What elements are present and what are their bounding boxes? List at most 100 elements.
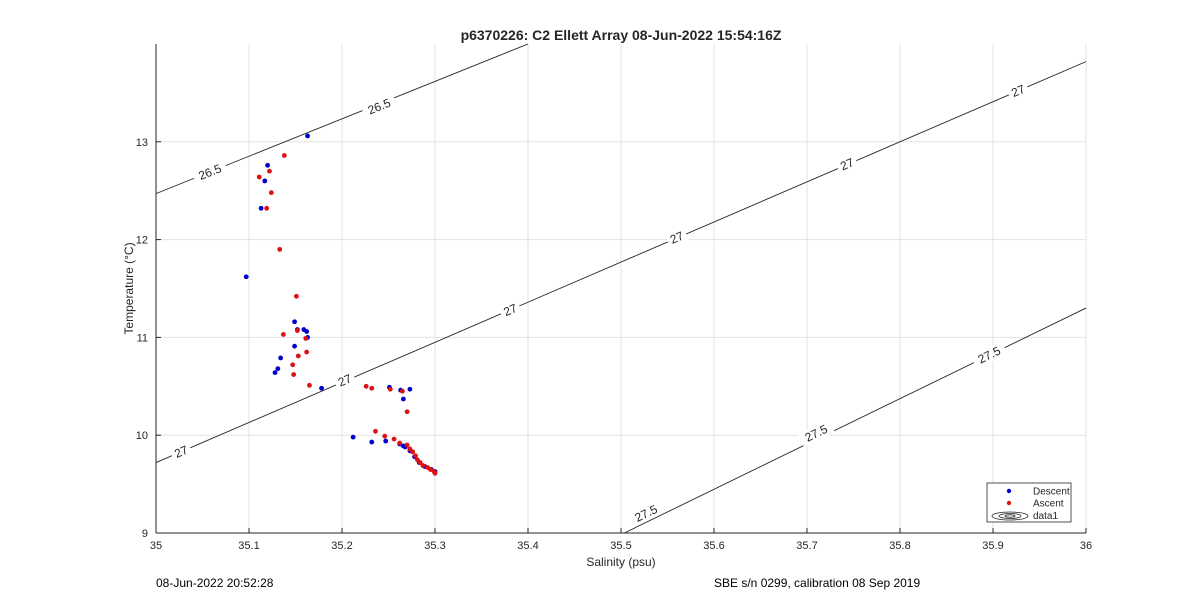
contour-line-27	[155, 61, 1087, 463]
point-ascent	[410, 449, 416, 455]
contour-label-27: 27	[1006, 80, 1031, 102]
point-ascent	[304, 349, 310, 355]
contour-label-27: 27	[332, 370, 357, 391]
contour-label-text: 27	[501, 301, 519, 319]
point-ascent	[397, 440, 403, 446]
legend-marker-descent	[1006, 488, 1012, 494]
y-tick-label: 9	[142, 528, 148, 540]
point-descent	[243, 274, 249, 280]
point-ascent	[281, 153, 287, 158]
point-ascent	[294, 293, 299, 299]
point-ascent	[404, 442, 410, 448]
contour-label-bg	[835, 153, 859, 175]
contour-label-bg	[332, 370, 357, 391]
point-descent	[407, 386, 413, 392]
point-ascent	[256, 174, 262, 180]
x-tick-label: 35.7	[796, 540, 817, 552]
x-tick-label: 35.9	[982, 540, 1003, 552]
point-descent	[258, 205, 264, 211]
point-descent	[383, 438, 389, 444]
point-ascent	[404, 409, 410, 415]
contour-label-text: 27	[172, 443, 190, 461]
y-axis-label: Temperature (°C)	[122, 242, 136, 334]
tick-labels: 35 35.1 35.2 35.3 35.4 35.5 35.6 35.7 35.8 35.9 36…	[136, 137, 1092, 552]
point-ascent	[294, 328, 300, 333]
x-tick-label: 35.3	[424, 540, 445, 552]
y-tick-label: 10	[136, 430, 148, 442]
legend: Descent Ascent data1	[986, 482, 1072, 523]
point-ascent	[427, 467, 433, 472]
x-tick-label: 35.5	[610, 540, 631, 552]
y-tick-label: 11	[137, 332, 148, 344]
contour-label-text: 27	[838, 155, 856, 173]
contour-label-27: 27	[169, 441, 194, 463]
point-descent	[305, 133, 310, 139]
contour-label-bg	[169, 441, 194, 463]
legend-label-ascent: Ascent	[1033, 499, 1064, 510]
legend-contour-icon	[991, 511, 1029, 521]
point-ascent	[267, 168, 272, 174]
point-ascent	[303, 335, 309, 341]
x-tick-label: 35.1	[238, 540, 259, 552]
point-descent	[292, 319, 297, 325]
point-ascent	[291, 372, 297, 377]
contour-label-bg	[191, 159, 229, 185]
point-ascent	[387, 386, 393, 392]
contour-line-27.5	[624, 307, 1087, 534]
point-descent	[304, 329, 310, 334]
x-axis-label: Salinity (psu)	[586, 555, 655, 569]
point-ascent	[373, 428, 378, 434]
point-descent	[262, 178, 268, 184]
contour-label-27: 27	[498, 299, 523, 321]
point-ascent	[290, 362, 296, 368]
legend-label-descent: Descent	[1033, 487, 1070, 498]
point-ascent	[391, 436, 397, 442]
contour-label-27: 27	[664, 227, 689, 249]
contour-label-27: 27	[835, 153, 859, 175]
contour-label-bg	[970, 341, 1008, 369]
point-ascent	[268, 190, 274, 196]
point-ascent	[264, 205, 270, 211]
x-tick-label: 35	[150, 540, 162, 552]
y-tick-label: 12	[136, 235, 148, 247]
point-ascent	[432, 470, 438, 476]
point-ascent	[382, 433, 388, 439]
point-ascent	[295, 353, 301, 359]
point-descent	[400, 396, 406, 402]
point-ascent	[281, 332, 286, 337]
contour-label-bg	[1006, 80, 1031, 102]
x-tick-label: 35.2	[331, 540, 352, 552]
footer-timestamp: 08-Jun-2022 20:52:28	[156, 576, 274, 590]
contour-label-bg	[797, 419, 835, 447]
x-tick-label: 35.4	[517, 540, 538, 552]
point-descent	[292, 343, 297, 349]
point-descent	[319, 385, 324, 391]
point-descent	[350, 434, 356, 440]
point-ascent	[277, 246, 283, 252]
footer-calibration: SBE s/n 0299, calibration 08 Sep 2019	[714, 576, 921, 590]
legend-label-data1: data1	[1033, 511, 1058, 522]
point-ascent	[363, 383, 369, 389]
point-descent	[369, 439, 375, 445]
chart-title: p6370226: C2 Ellett Array 08-Jun-2022 15…	[461, 27, 782, 43]
contour-label-text: 27	[336, 371, 354, 389]
legend-box	[986, 482, 1072, 523]
point-descent	[272, 370, 278, 376]
contour-label-bg	[664, 227, 689, 249]
legend-marker-ascent	[1006, 500, 1012, 506]
y-tick-label: 13	[136, 137, 148, 149]
point-ascent	[307, 382, 312, 388]
x-tick-label: 35.8	[889, 540, 910, 552]
point-descent	[265, 162, 270, 168]
point-descent	[278, 355, 284, 361]
contour-label-bg	[498, 299, 523, 321]
point-ascent	[420, 463, 426, 468]
point-ascent	[413, 453, 418, 459]
contour-label-text: 27	[1009, 82, 1027, 100]
point-ascent	[369, 385, 375, 391]
contour-label-text: 27	[668, 228, 686, 246]
axes	[155, 44, 1087, 534]
grid-lines	[155, 44, 1087, 534]
point-descent	[275, 366, 281, 372]
